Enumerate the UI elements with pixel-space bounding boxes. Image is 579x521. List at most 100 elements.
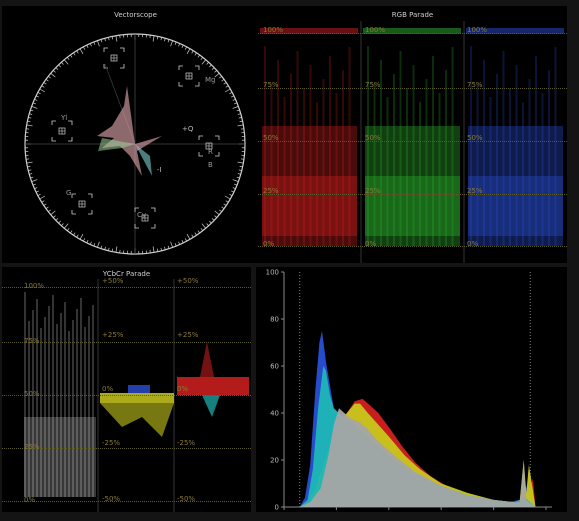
vectorscope-tick	[232, 187, 236, 190]
vectorscope-tick	[97, 40, 100, 47]
vectorscope-tick	[61, 62, 64, 65]
vectorscope-tick	[229, 92, 233, 95]
vectorscope-tick	[76, 234, 79, 238]
vectorscope-tick	[231, 190, 235, 193]
vectorscope-tick	[28, 169, 32, 171]
vectorscope-tick	[58, 220, 61, 224]
vectorscope-tick	[221, 206, 225, 209]
ycbcr-gridline-25	[2, 448, 251, 449]
vectorscope-tick	[89, 241, 92, 245]
vectorscope-tick	[229, 193, 233, 196]
vectorscope-tick	[223, 203, 227, 206]
vectorscope-tick	[115, 35, 118, 42]
vectorscope-tick	[164, 38, 166, 42]
vectorscope-tick	[225, 200, 229, 203]
vectorscope-tick	[231, 95, 235, 98]
vectorscope-tick	[32, 102, 36, 105]
vectorscope-tick	[206, 223, 209, 226]
vectorscope-tick	[37, 193, 41, 196]
rgb-gridline-0	[258, 246, 567, 247]
vectorscope-tick	[201, 59, 206, 65]
rgb-red-level-75: 75%	[263, 81, 279, 89]
vectorscope-tick	[34, 187, 38, 190]
vectorscope-graticule	[24, 33, 246, 255]
rgb-green-level-50: 50%	[365, 134, 381, 142]
vectorscope-tick	[93, 41, 96, 45]
vectorscope-target-box	[71, 193, 93, 215]
vectorscope-axis-label: +Q	[182, 125, 194, 133]
vectorscope-tick	[221, 79, 225, 82]
vectorscope-target-label-mg: Mg	[205, 76, 216, 84]
rgb-gridline-50	[258, 141, 567, 142]
vectorscope-axis-label-2: -I	[157, 166, 162, 174]
vectorscope-title: Vectorscope	[114, 11, 157, 19]
vectorscope-target-label-r: R	[208, 148, 213, 156]
vectorscope-tick	[76, 50, 79, 54]
ycbcr-cb-trace	[100, 393, 174, 403]
vectorscope-tick	[170, 40, 173, 47]
vectorscope-tick	[50, 210, 56, 215]
vectorscope-tick	[211, 218, 215, 221]
vectorscope-tick	[224, 88, 231, 93]
histogram-y-tick-label: 80	[270, 316, 279, 324]
vectorscope-tick	[86, 240, 89, 244]
vectorscope-tick	[232, 106, 239, 109]
ycbcr-parade-panel: YCbCr Parade 100% 75% 50% 25% 0% +50% +2…	[2, 267, 251, 512]
vectorscope-tick	[67, 228, 70, 231]
vectorscope-target-box	[134, 207, 156, 229]
vectorscope-tick	[224, 195, 231, 200]
vectorscope-tick	[41, 85, 45, 88]
vectorscope-tick	[184, 46, 187, 50]
vectorscope-tick	[83, 46, 86, 50]
vectorscope-tick	[197, 230, 200, 234]
ycbcr-cr-level-m50: -50%	[177, 495, 196, 503]
histogram-y-tick-label: 20	[270, 457, 279, 465]
vectorscope-tick	[41, 200, 45, 203]
vectorscope-tick	[73, 232, 76, 236]
vectorscope-tick	[214, 215, 217, 218]
vectorscope-tick	[191, 234, 194, 238]
ycbcr-y-level-100: 100%	[24, 282, 45, 290]
vectorscope-tick	[55, 218, 59, 221]
vectorscope-tick	[79, 233, 84, 240]
vectorscope-tick	[108, 247, 110, 251]
vectorscope-target-box	[198, 135, 220, 157]
vectorscope-tick	[186, 233, 191, 240]
rgb-blue-level-0: 0%	[467, 240, 479, 248]
ycbcr-y-level-50: 50%	[24, 390, 40, 398]
ycbcr-cr-level-0: 0%	[177, 385, 189, 393]
vectorscope-tick	[39, 195, 46, 200]
vectorscope-tick	[178, 241, 181, 245]
rgb-blue-level-25: 25%	[467, 187, 483, 195]
vectorscope-tick	[100, 245, 103, 249]
vectorscope-target-label-yl: Yl	[61, 114, 68, 122]
vectorscope-tick	[43, 82, 47, 85]
vectorscope-tick	[200, 228, 203, 231]
vectorscope-tick	[48, 76, 51, 79]
vectorscope-trace-green	[98, 138, 135, 151]
vectorscope-tick	[219, 209, 222, 212]
vectorscope-tick	[53, 70, 56, 73]
vectorscope-tick	[104, 246, 106, 250]
vectorscope-tick	[178, 43, 181, 47]
vectorscope-target-box	[178, 65, 200, 87]
vectorscope-tick	[238, 117, 242, 119]
vectorscope-tick	[156, 248, 159, 252]
vectorscope-tick	[83, 238, 86, 242]
vectorscope-tick	[197, 54, 200, 58]
vectorscope-trace-cyan	[135, 144, 152, 176]
rgb-gridline-25	[258, 194, 567, 195]
rgb-red-level-100: 100%	[263, 26, 284, 34]
vectorscope-target-label-g: G	[66, 189, 72, 197]
vectorscope-tick	[237, 173, 241, 175]
ycbcr-y-level-75: 75%	[24, 337, 40, 345]
vectorscope-target-label-b: B	[208, 161, 213, 169]
vectorscope-tick	[27, 120, 31, 123]
histogram-y-tick-label: 60	[270, 363, 279, 371]
vectorscope-tick	[30, 109, 34, 112]
rgb-parade-panel: RGB Parade 100% 75% 50% 25% 0% 100% 75% …	[258, 6, 567, 263]
vectorscope-tick	[27, 165, 31, 168]
vectorscope-tick	[174, 41, 177, 45]
vectorscope-tick	[234, 183, 238, 186]
vectorscope-tick	[160, 37, 162, 41]
